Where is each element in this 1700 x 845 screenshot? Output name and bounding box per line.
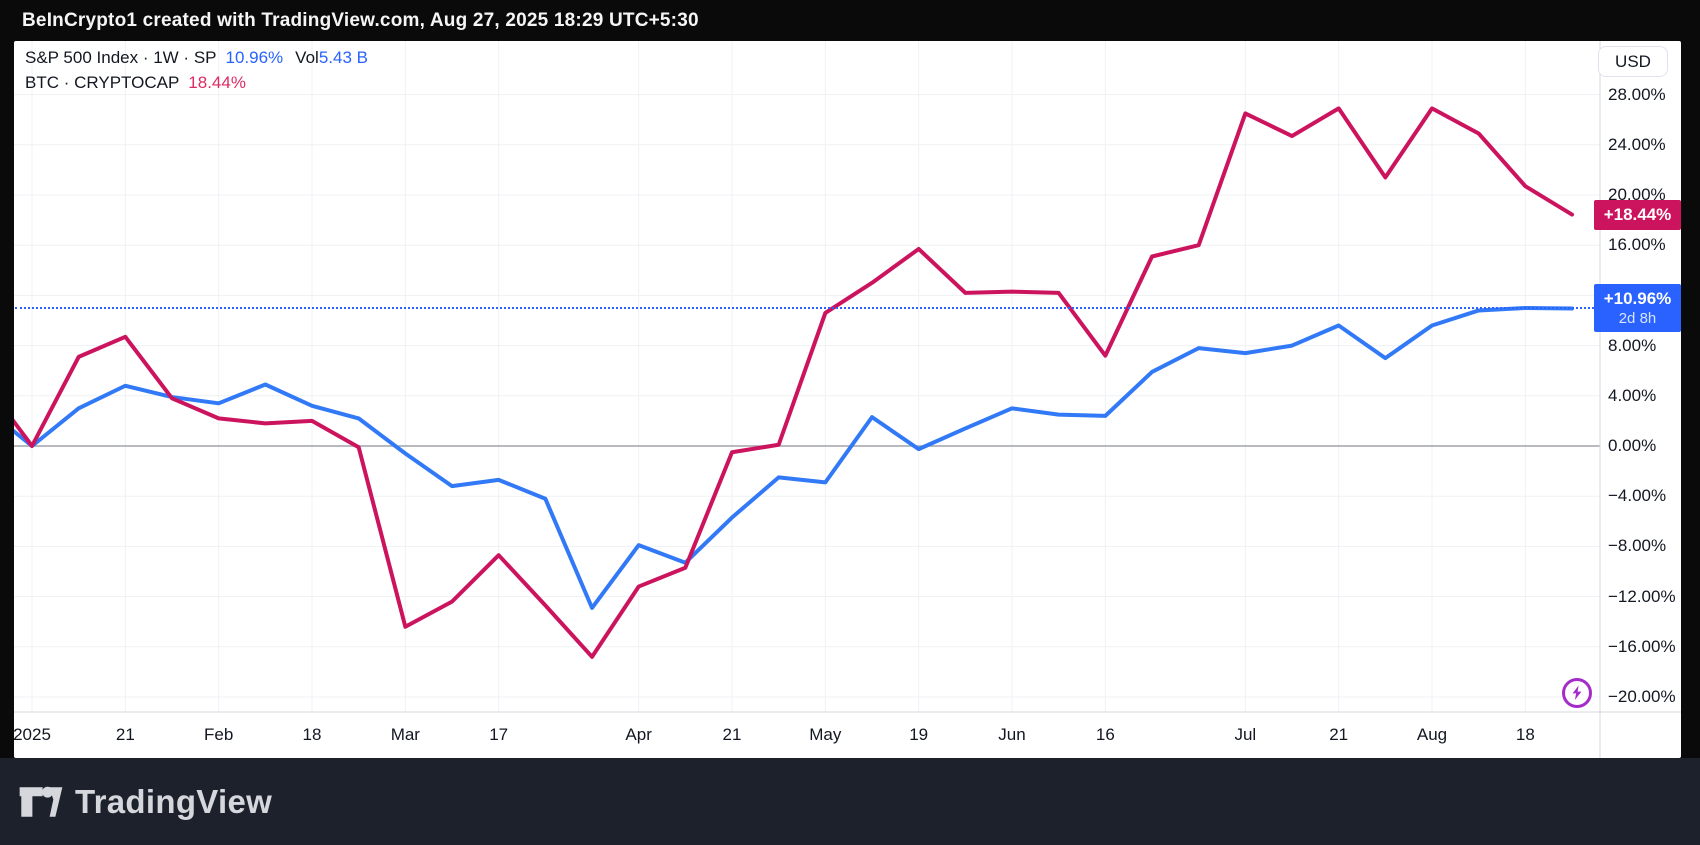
y-axis-label: −16.00%: [1608, 636, 1676, 656]
volume-label: Vol: [295, 48, 319, 67]
x-axis-label: Apr: [625, 725, 652, 744]
currency-usd-button[interactable]: USD: [1598, 46, 1668, 77]
attribution-bar: BeInCrypto1 created with TradingView.com…: [0, 0, 1700, 41]
btc-price-badge-value: +18.44%: [1603, 204, 1672, 224]
x-axis-label: Jul: [1234, 725, 1257, 744]
x-axis-label: 21: [115, 725, 135, 744]
x-axis-label: 2025: [13, 725, 51, 744]
lightning-bolt-icon: [1572, 685, 1582, 700]
boost-button[interactable]: [1562, 678, 1592, 708]
y-axis-label: 28.00%: [1608, 84, 1666, 104]
tradingview-logo[interactable]: TradingView: [18, 779, 272, 825]
sp500-symbol-label: S&P 500 Index · 1W · SP: [25, 48, 217, 67]
y-axis-label: 4.00%: [1608, 385, 1657, 405]
x-axis-label: 16: [1095, 725, 1115, 744]
chart-canvas[interactable]: [14, 41, 1681, 758]
btc-price-badge: +18.44%: [1594, 199, 1681, 230]
x-axis-label: 18: [1515, 725, 1535, 744]
volume-value: 5.43 B: [318, 48, 368, 67]
attribution-text: BeInCrypto1 created with TradingView.com…: [22, 9, 699, 31]
x-axis-label: 17: [489, 725, 509, 744]
x-axis-label: 18: [302, 725, 322, 744]
footer-bar: TradingView: [0, 758, 1700, 845]
sp500-series-line: [14, 305, 1575, 610]
x-axis-label: Mar: [390, 725, 420, 744]
tradingview-logo-text: TradingView: [75, 782, 273, 820]
price-scale[interactable]: 28.00%24.00%20.00%16.00%12.00%8.00%4.00%…: [1600, 41, 1681, 712]
x-axis-label: Aug: [1416, 725, 1448, 744]
x-axis-label: 21: [722, 725, 742, 744]
x-axis-label: Jun: [998, 725, 1026, 744]
sp500-price-badge-value: +10.96%: [1603, 289, 1672, 309]
x-axis-label: 19: [909, 725, 929, 744]
y-axis-label: 8.00%: [1608, 335, 1657, 355]
time-scale[interactable]: 2025 21 Feb 18 Mar 17 Apr 21 May 19 Jun 16 Jul 21 Aug 1…: [13, 712, 1681, 758]
sp500-price-badge: +10.96% 2d 8h: [1594, 284, 1681, 333]
btc-change-value: 18.44%: [188, 73, 246, 92]
btc-symbol-label: BTC · CRYPTOCAP: [25, 73, 180, 92]
y-axis-label: 20.00%: [1608, 185, 1666, 204]
tradingview-logo-mark: [19, 786, 63, 817]
legend-row-btc[interactable]: BTC · CRYPTOCAP 18.44%: [25, 73, 368, 98]
btc-series-line: [14, 106, 1575, 659]
sp500-change-value: 10.96%: [225, 48, 284, 67]
y-axis-label: −20.00%: [1608, 687, 1676, 706]
current-price-dotted-line: [15, 307, 1594, 310]
chart-legend: S&P 500 Index · 1W · SP 10.96% Vol 5.43 …: [25, 48, 368, 98]
y-axis-label: 16.00%: [1608, 235, 1666, 255]
y-axis-label: −8.00%: [1608, 536, 1667, 556]
y-axis-label: 24.00%: [1608, 134, 1666, 154]
chart-widget: S&P 500 Index · 1W · SP 10.96% Vol 5.43 …: [13, 41, 1681, 758]
x-axis-label: 21: [1329, 725, 1349, 744]
y-axis-label: 0.00%: [1608, 436, 1657, 455]
y-axis-label: −4.00%: [1608, 486, 1667, 506]
legend-row-sp500[interactable]: S&P 500 Index · 1W · SP 10.96% Vol 5.43 …: [25, 48, 368, 73]
x-axis-label: Feb: [204, 725, 234, 744]
sp500-bar-countdown: 2d 8h: [1618, 310, 1657, 328]
y-axis-label: −12.00%: [1608, 586, 1676, 606]
x-axis-label: May: [809, 725, 842, 744]
